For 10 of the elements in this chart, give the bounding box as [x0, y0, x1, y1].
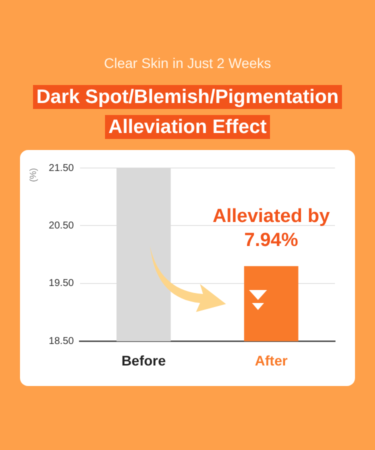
- y-tick-label: 19.50: [48, 278, 74, 290]
- y-tick-label: 20.50: [48, 220, 74, 232]
- y-tick-label: 18.50: [48, 336, 74, 347]
- chart-subtitle: Clear Skin in Just 2 Weeks: [102, 55, 272, 71]
- y-tick-label: 21.50: [48, 162, 74, 174]
- annotation: Alleviated by 7.94%: [212, 206, 330, 252]
- y-axis-title: (%): [28, 168, 38, 182]
- x-tick-label: After: [254, 352, 288, 368]
- chart-title: Dark Spot/Blemish/Pigmentation Alleviation Effect: [33, 85, 342, 139]
- x-tick-label: Before: [121, 352, 166, 368]
